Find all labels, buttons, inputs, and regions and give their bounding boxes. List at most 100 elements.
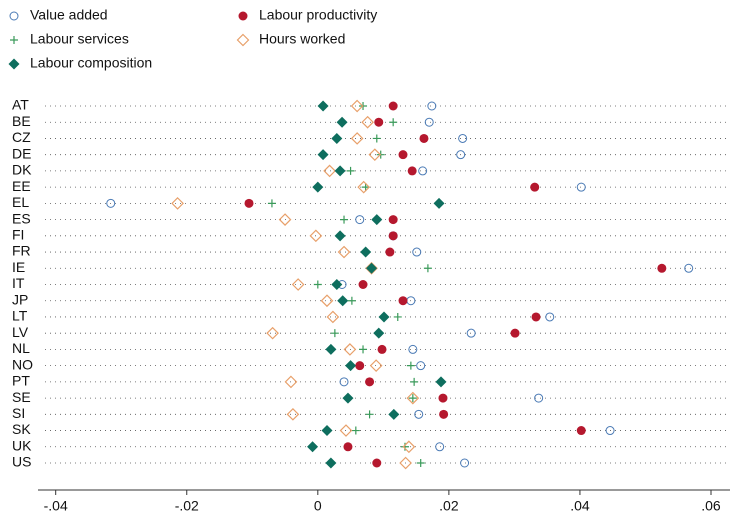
legend-marker xyxy=(9,11,19,21)
dot-marker xyxy=(325,343,337,355)
y-tick-label: NO xyxy=(12,356,33,372)
dot-marker xyxy=(337,295,349,307)
y-tick-label: ES xyxy=(12,210,31,226)
dot-marker xyxy=(171,197,184,210)
dot-marker xyxy=(361,115,374,129)
dot-marker xyxy=(398,150,408,160)
dot-marker xyxy=(388,231,398,241)
dot-marker xyxy=(388,215,398,225)
dot-marker xyxy=(339,377,349,387)
y-tick-label: FI xyxy=(12,227,24,243)
dot-marker xyxy=(424,117,434,127)
dot-marker xyxy=(342,392,354,404)
y-tick-label: EL xyxy=(12,194,29,210)
dot-marker xyxy=(531,312,541,322)
dot-marker xyxy=(402,440,416,454)
dot-marker xyxy=(340,215,349,224)
y-tick-label: BE xyxy=(12,113,31,129)
dot-marker xyxy=(365,377,375,387)
dot-marker xyxy=(350,99,364,113)
dot-marker xyxy=(439,409,449,419)
dot-marker xyxy=(388,101,398,111)
dot-marker xyxy=(313,280,322,289)
dot-marker xyxy=(414,409,424,419)
dot-marker xyxy=(373,327,385,339)
dot-marker xyxy=(365,410,374,419)
dot-marker xyxy=(576,426,586,436)
dot-marker xyxy=(334,165,346,177)
dot-marker xyxy=(336,116,348,128)
dot-marker xyxy=(378,311,390,323)
dot-marker xyxy=(278,213,292,226)
x-tick-label: .06 xyxy=(701,498,721,514)
dot-marker xyxy=(355,215,365,225)
dot-marker xyxy=(357,180,371,194)
dot-marker xyxy=(435,442,445,452)
y-tick-label: FR xyxy=(12,243,31,259)
y-tick-label: UK xyxy=(12,437,32,453)
dot-marker xyxy=(433,197,445,209)
dot-marker xyxy=(326,310,340,324)
dot-marker xyxy=(407,166,417,176)
dot-marker xyxy=(389,118,398,127)
dot-marker xyxy=(337,245,351,259)
legend-label: Labour composition xyxy=(30,55,152,71)
dot-marker xyxy=(377,344,387,354)
dot-marker xyxy=(291,278,305,291)
y-tick-label: NL xyxy=(12,340,30,356)
dot-marker xyxy=(266,326,279,340)
dot-marker xyxy=(385,247,395,257)
dot-marker xyxy=(530,182,540,192)
legend-marker xyxy=(8,58,20,70)
y-tick-label: DE xyxy=(12,145,31,161)
x-tick-label: -.02 xyxy=(175,498,199,514)
y-tick-label: LT xyxy=(12,308,28,324)
dot-marker xyxy=(412,247,422,257)
legend-marker xyxy=(238,11,248,21)
dot-marker xyxy=(458,133,468,143)
dot-marker xyxy=(416,459,425,467)
dot-marker xyxy=(361,183,370,192)
legend-label: Labour productivity xyxy=(259,7,377,23)
y-tick-label: SI xyxy=(12,405,25,421)
dot-marker xyxy=(347,296,356,305)
dot-marker xyxy=(374,117,384,127)
dot-marker xyxy=(372,458,382,468)
dot-marker xyxy=(371,214,383,226)
y-tick-label: CZ xyxy=(12,129,31,145)
dot-marker xyxy=(534,393,544,403)
dot-marker xyxy=(359,345,368,354)
dot-marker xyxy=(350,132,364,145)
dot-marker xyxy=(684,263,694,273)
dot-marker xyxy=(408,394,417,403)
legend-label: Hours worked xyxy=(259,31,345,47)
legend-marker xyxy=(10,36,18,44)
dot-marker xyxy=(106,198,116,208)
dot-marker xyxy=(267,199,276,208)
dot-marker xyxy=(605,426,615,436)
legend-marker xyxy=(236,33,250,47)
y-tick-label: PT xyxy=(12,373,30,389)
dot-marker xyxy=(400,442,409,451)
dot-marker xyxy=(399,456,412,470)
dot-marker xyxy=(331,279,343,290)
y-tick-label: JP xyxy=(12,291,28,307)
dot-marker xyxy=(358,280,368,289)
dot-marker xyxy=(331,132,343,144)
dot-marker xyxy=(284,375,298,389)
dot-marker xyxy=(286,407,300,421)
dot-marker xyxy=(410,377,419,386)
dot-marker xyxy=(408,344,418,354)
dot-marker xyxy=(510,328,520,338)
y-tick-label: IT xyxy=(12,275,25,291)
y-tick-label: LV xyxy=(12,324,29,340)
dot-marker xyxy=(325,457,337,469)
dot-marker xyxy=(345,360,357,372)
y-tick-label: EE xyxy=(12,178,31,194)
dot-marker xyxy=(309,229,323,243)
legend-label: Labour services xyxy=(30,31,129,47)
dot-marker xyxy=(334,230,346,242)
dot-marker xyxy=(388,408,400,420)
